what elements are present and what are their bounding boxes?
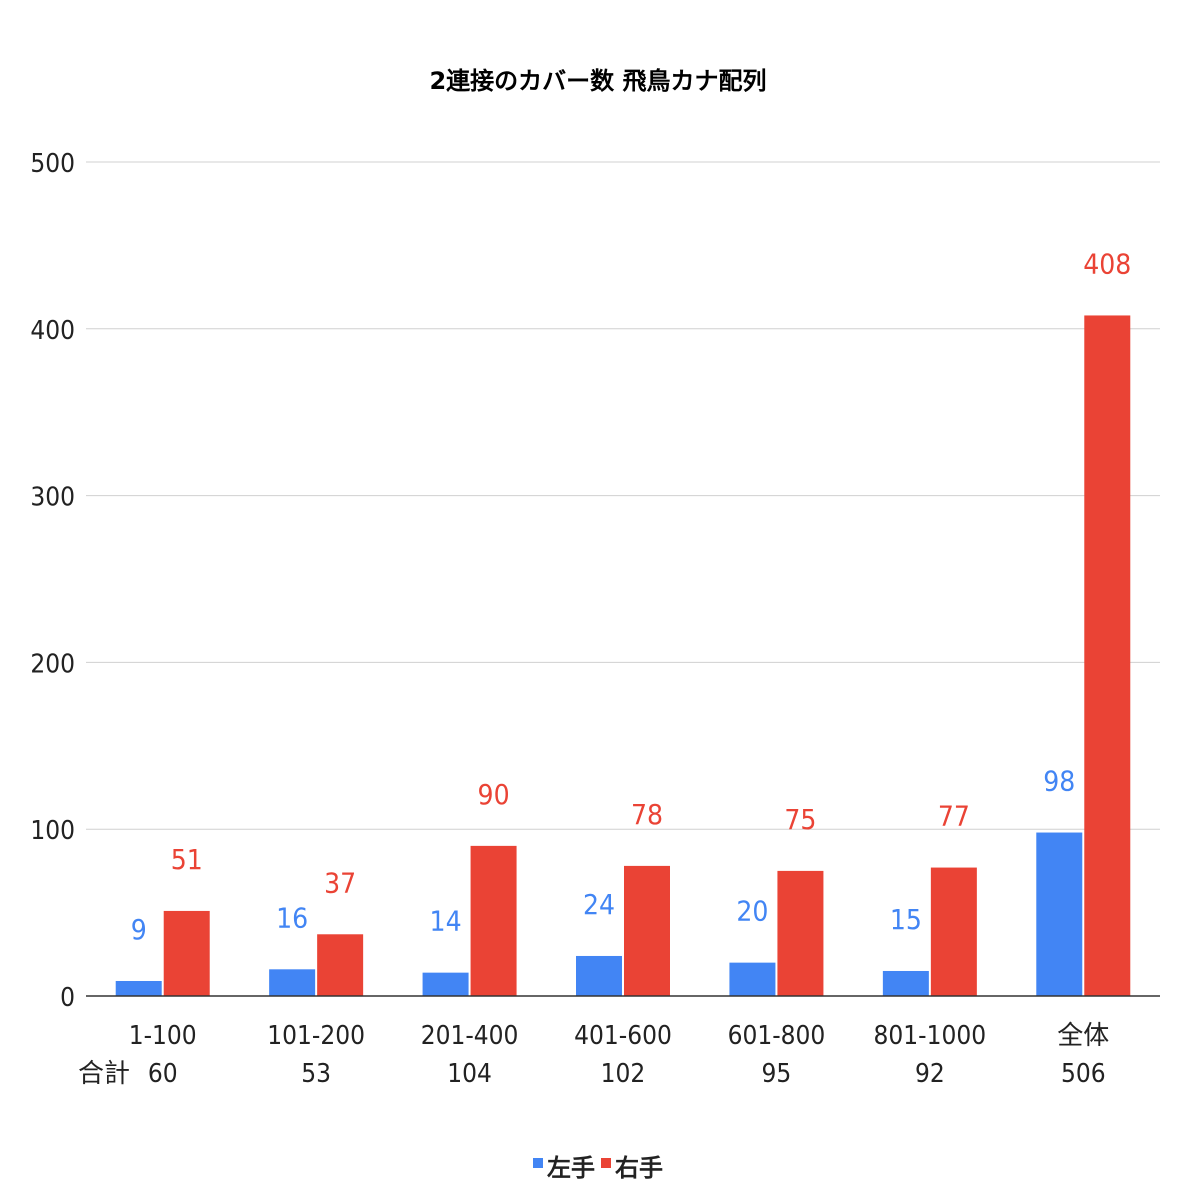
y-tick-label: 100 xyxy=(30,816,75,846)
bar-left-hand xyxy=(576,955,622,996)
bar-right-hand xyxy=(317,934,364,996)
y-tick-label: 400 xyxy=(30,316,75,346)
legend-label: 右手 xyxy=(615,1154,663,1182)
gridlines xyxy=(86,161,1160,830)
data-label: 14 xyxy=(430,905,462,938)
x-tick-label: 801-1000 xyxy=(874,1021,987,1051)
bar-left-hand xyxy=(882,970,929,996)
total-value: 104 xyxy=(447,1059,492,1089)
x-tick-label: 1-100 xyxy=(129,1021,197,1051)
bar-right-hand xyxy=(624,865,670,996)
x-tick-label: 101-200 xyxy=(267,1021,365,1051)
bar-right-hand xyxy=(163,910,210,996)
total-value: 60 xyxy=(148,1059,178,1089)
data-label: 98 xyxy=(1043,765,1075,798)
bars xyxy=(115,315,1131,996)
data-label: 16 xyxy=(276,901,308,934)
legend-swatch xyxy=(601,1158,611,1168)
bar-left-hand xyxy=(1036,832,1083,996)
data-label: 9 xyxy=(131,913,147,946)
data-label: 90 xyxy=(478,778,510,811)
bar-right-hand xyxy=(470,845,517,996)
x-tick-label: 201-400 xyxy=(421,1021,519,1051)
legend-swatch xyxy=(533,1158,543,1168)
x-tick-label: 601-800 xyxy=(728,1021,826,1051)
totals-row-label: 合計 xyxy=(78,1059,130,1089)
bar-left-hand xyxy=(269,969,316,996)
chart-title: 2連接のカバー数 飛鳥カナ配列 xyxy=(429,67,766,95)
y-tick-label: 300 xyxy=(30,483,75,513)
data-label: 20 xyxy=(736,895,768,928)
legend: 左手 右手 xyxy=(533,1154,663,1182)
bar-right-hand xyxy=(777,870,824,996)
y-tick-label: 200 xyxy=(30,649,75,679)
bar-left-hand xyxy=(115,980,162,996)
axes: 0 100 200 300 400 500 1-100 60 101-200 53 201-400 1… xyxy=(30,149,1160,1089)
bar-left-hand xyxy=(729,962,776,996)
data-labels: 9 51 16 37 14 90 24 78 20 75 15 77 98 408 xyxy=(131,247,1132,946)
total-value: 53 xyxy=(301,1059,331,1089)
total-value: 102 xyxy=(601,1059,646,1089)
y-tick-label: 500 xyxy=(30,149,75,179)
data-label: 77 xyxy=(938,800,970,833)
bar-left-hand xyxy=(422,972,469,996)
data-label: 408 xyxy=(1083,247,1131,280)
data-label: 15 xyxy=(890,903,922,936)
data-label: 37 xyxy=(324,866,356,899)
total-value: 95 xyxy=(762,1059,792,1089)
y-tick-label: 0 xyxy=(60,983,75,1013)
data-label: 51 xyxy=(171,843,203,876)
legend-label: 左手 xyxy=(547,1154,595,1182)
total-value: 92 xyxy=(915,1059,945,1089)
total-value: 506 xyxy=(1061,1059,1106,1089)
x-tick-label: 401-600 xyxy=(574,1021,672,1051)
data-label: 75 xyxy=(784,803,816,836)
data-label: 24 xyxy=(583,888,615,921)
bar-right-hand xyxy=(1084,315,1131,996)
data-label: 78 xyxy=(631,798,663,831)
bar-right-hand xyxy=(930,867,977,996)
x-tick-label: 全体 xyxy=(1057,1021,1109,1051)
